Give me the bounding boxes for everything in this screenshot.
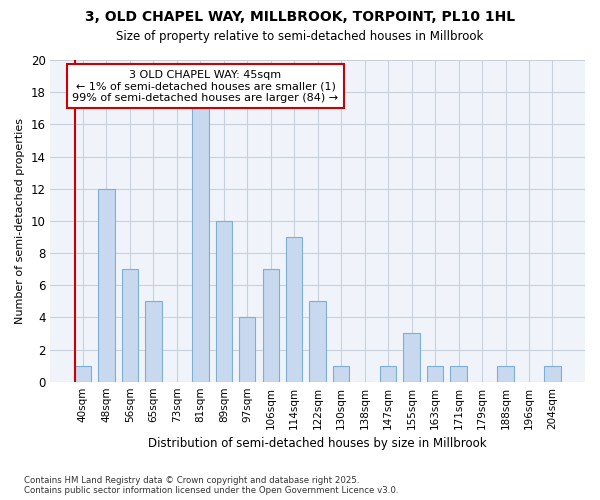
- Bar: [192, 108, 209, 382]
- Bar: [333, 366, 349, 382]
- Bar: [263, 269, 279, 382]
- Bar: [145, 302, 161, 382]
- Bar: [122, 269, 138, 382]
- Bar: [310, 302, 326, 382]
- Bar: [544, 366, 561, 382]
- Bar: [427, 366, 443, 382]
- Bar: [215, 221, 232, 382]
- Bar: [497, 366, 514, 382]
- Text: Contains HM Land Registry data © Crown copyright and database right 2025.
Contai: Contains HM Land Registry data © Crown c…: [24, 476, 398, 495]
- Bar: [451, 366, 467, 382]
- Bar: [403, 334, 420, 382]
- Bar: [239, 318, 256, 382]
- Text: Size of property relative to semi-detached houses in Millbrook: Size of property relative to semi-detach…: [116, 30, 484, 43]
- Bar: [75, 366, 91, 382]
- Y-axis label: Number of semi-detached properties: Number of semi-detached properties: [15, 118, 25, 324]
- Text: 3, OLD CHAPEL WAY, MILLBROOK, TORPOINT, PL10 1HL: 3, OLD CHAPEL WAY, MILLBROOK, TORPOINT, …: [85, 10, 515, 24]
- Bar: [98, 188, 115, 382]
- Bar: [380, 366, 397, 382]
- Bar: [286, 237, 302, 382]
- Text: 3 OLD CHAPEL WAY: 45sqm
← 1% of semi-detached houses are smaller (1)
99% of semi: 3 OLD CHAPEL WAY: 45sqm ← 1% of semi-det…: [73, 70, 338, 103]
- X-axis label: Distribution of semi-detached houses by size in Millbrook: Distribution of semi-detached houses by …: [148, 437, 487, 450]
